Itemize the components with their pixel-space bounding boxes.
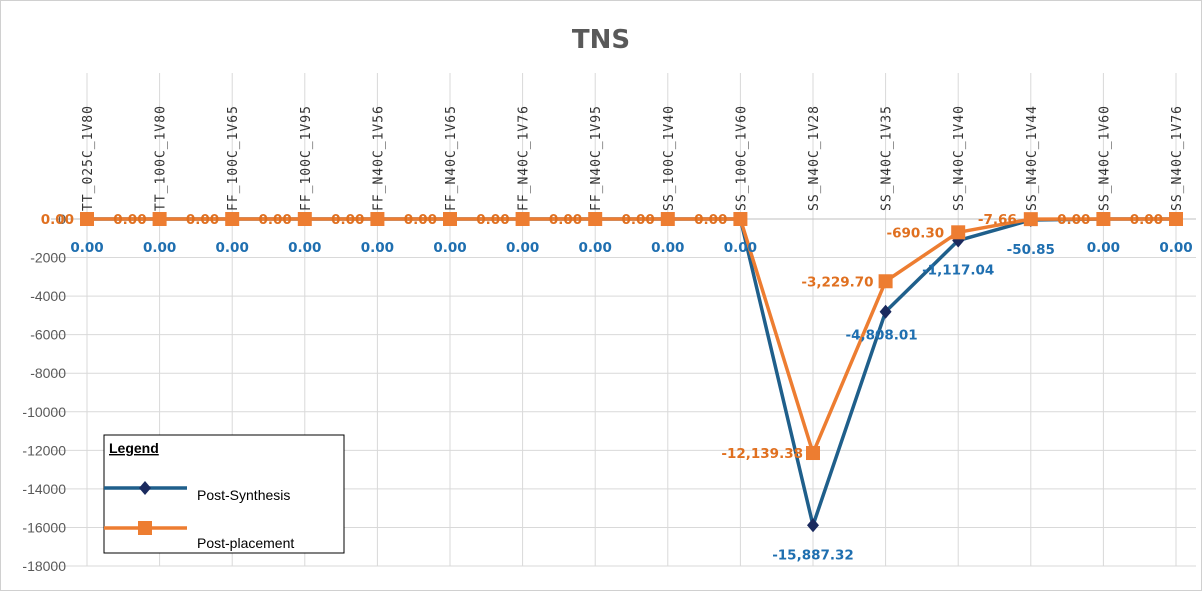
data-label-post-placement: 0.00: [258, 212, 291, 228]
x-tick-label: TT_100C_1V80: [154, 105, 169, 211]
data-label-post-synthesis: 0.00: [143, 240, 176, 256]
data-label-post-placement: 0.00: [549, 212, 582, 228]
y-axis-ticks: 0 -2000 -4000 -6000 -8000 -10000 -12000 -14000 -…: [22, 211, 66, 574]
legend-label-post-synthesis: Post-Synthesis: [197, 487, 290, 503]
y-tick-label: -12000: [22, 442, 66, 458]
x-tick-label: SS_N40C_1V28: [807, 105, 822, 211]
point-post-placement: [588, 212, 603, 226]
x-tick-label: FF_N40C_1V95: [589, 105, 604, 211]
y-tick-label: -2000: [30, 250, 66, 266]
data-label-post-placement: 0.00: [694, 212, 727, 228]
data-label-post-placement: 0.00: [476, 212, 509, 228]
data-label-post-synthesis: -50.85: [1007, 242, 1055, 258]
data-label-post-placement: 0.00: [1130, 212, 1163, 228]
data-label-post-synthesis: 0.00: [361, 240, 394, 256]
point-post-placement: [951, 225, 966, 240]
data-label-post-placement: -7.66: [978, 212, 1017, 228]
y-tick-label: -4000: [30, 288, 66, 304]
series-line-post-placement: [87, 217, 1176, 455]
data-label-post-synthesis: 0.00: [651, 240, 684, 256]
data-label-post-synthesis: 0.00: [70, 240, 103, 256]
data-label-post-placement: 0.00: [186, 212, 219, 228]
data-label-post-placement: 0.00: [404, 212, 437, 228]
x-tick-label: FF_N40C_1V56: [371, 105, 386, 211]
point-post-placement: [1096, 212, 1111, 226]
data-label-post-placement: -690.30: [886, 225, 944, 241]
legend-label-post-placement: Post-placement: [197, 535, 294, 551]
data-labels: 0.00 0.00 0.00 0.00 0.00 0.00 0.00 0.00 0.00 0.00…: [41, 212, 1193, 563]
x-tick-label: SS_N40C_1V76: [1170, 105, 1185, 211]
x-tick-label: SS_N40C_1V40: [952, 105, 967, 211]
point-post-placement: [370, 212, 385, 226]
point-post-placement: [806, 446, 820, 461]
data-label-post-placement: -3,229.70: [801, 274, 873, 290]
data-label-post-synthesis: 0.00: [724, 240, 757, 256]
data-label-post-placement: -12,139.38: [721, 446, 803, 462]
y-tick-label: -8000: [30, 365, 66, 381]
data-label-post-synthesis: -1,117.04: [922, 263, 994, 279]
y-tick-label: 0: [58, 211, 66, 227]
x-tick-label: FF_100C_1V65: [226, 105, 241, 211]
point-post-synthesis: [807, 518, 819, 533]
series-markers: [80, 212, 1183, 533]
data-label-post-synthesis: 0.00: [216, 240, 249, 256]
legend-entries: Post-Synthesis Post-placement: [104, 481, 294, 551]
data-label-post-synthesis: -15,887.32: [772, 547, 854, 563]
point-post-placement: [1023, 212, 1038, 227]
point-post-placement: [733, 212, 748, 226]
data-label-post-synthesis: 0.00: [1159, 240, 1192, 256]
x-tick-label: SS_N40C_1V60: [1097, 105, 1112, 211]
y-tick-label: -6000: [30, 327, 66, 343]
x-tick-label: FF_100C_1V95: [299, 105, 314, 211]
point-post-placement: [80, 212, 94, 226]
x-tick-label: SS_100C_1V60: [734, 105, 749, 211]
x-tick-label: FF_N40C_1V65: [444, 105, 459, 211]
y-tick-label: -14000: [22, 481, 66, 497]
legend-title: Legend: [109, 440, 159, 456]
point-post-placement: [878, 274, 893, 289]
data-label-post-synthesis: 0.00: [433, 240, 466, 256]
y-tick-label: -16000: [22, 519, 66, 535]
y-tick-label: -18000: [22, 558, 66, 574]
data-label-post-synthesis: -4,808.01: [845, 328, 917, 344]
x-axis-ticks: TT_025C_1V80 TT_100C_1V80 FF_100C_1V65 FF_1…: [81, 105, 1185, 211]
point-post-placement: [297, 212, 312, 226]
point-post-placement: [152, 212, 167, 226]
legend: Legend Post-Synthesis Post-placement: [103, 434, 345, 554]
data-label-post-synthesis: 0.00: [506, 240, 539, 256]
legend-marker-post-placement: [138, 521, 152, 535]
point-post-synthesis: [879, 304, 892, 319]
point-post-placement: [1169, 212, 1183, 226]
data-label-post-placement: 0.00: [331, 212, 364, 228]
x-tick-label: TT_025C_1V80: [81, 105, 96, 211]
data-label-post-synthesis: 0.00: [1087, 240, 1120, 256]
data-label-post-synthesis: 0.00: [288, 240, 321, 256]
legend-marker-post-synthesis: [139, 481, 151, 495]
x-tick-label: FF_N40C_1V76: [517, 105, 532, 211]
point-post-placement: [225, 212, 240, 226]
data-label-post-placement: 0.00: [621, 212, 654, 228]
point-post-placement: [660, 212, 675, 226]
series-lines: [87, 217, 1176, 528]
x-tick-label: SS_N40C_1V35: [880, 105, 895, 211]
chart-title: TNS: [572, 25, 630, 55]
data-label-post-placement: 0.00: [41, 212, 74, 228]
data-label-post-placement: 0.00: [1057, 212, 1090, 228]
point-post-placement: [443, 212, 457, 226]
x-tick-label: SS_N40C_1V44: [1025, 105, 1040, 211]
x-tick-label: SS_100C_1V40: [662, 105, 677, 211]
y-tick-label: -10000: [22, 404, 66, 420]
data-label-post-placement: 0.00: [113, 212, 146, 228]
data-label-post-synthesis: 0.00: [579, 240, 612, 256]
point-post-placement: [515, 212, 530, 226]
